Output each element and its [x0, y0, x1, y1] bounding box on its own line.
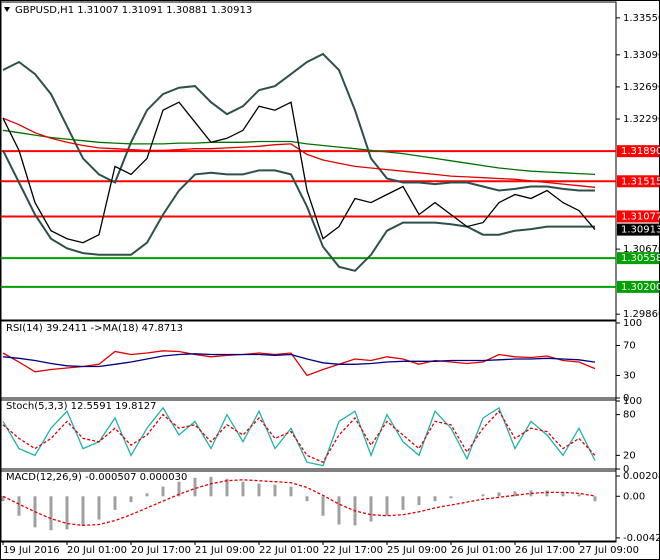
level-label: 1.31077	[621, 211, 660, 222]
y-tick-label: 0	[623, 393, 629, 404]
level-label-box	[617, 280, 659, 293]
y-tick-label: 1.30670	[623, 244, 660, 255]
panel-frame	[0, 1, 617, 322]
x-tick-label: 22 Jul 01:00	[259, 545, 319, 556]
y-tick-label: 0.002089	[623, 471, 660, 482]
panel-title: RSI(14) 39.2411 ->MA(18) 47.8713	[6, 323, 183, 334]
y-tick-label: 1.33090	[623, 50, 660, 61]
series-line	[2, 353, 596, 368]
y-tick-label: 100	[623, 396, 642, 407]
x-tick-label: 21 Jul 09:00	[195, 545, 255, 556]
y-tick-label: 1.33550	[623, 13, 660, 24]
level-label-box	[617, 145, 659, 158]
y-tick-label: 1.32290	[623, 114, 660, 125]
level-label: 1.31515	[621, 176, 660, 187]
panel-frame	[0, 397, 617, 472]
y-tick-label: 1.32690	[623, 82, 660, 93]
series-line	[2, 406, 596, 467]
panel-title: GBPUSD,H1 1.31007 1.31091 1.30881 1.3091…	[15, 5, 252, 16]
y-tick-label: 100	[623, 318, 642, 329]
y-tick-label: 20	[623, 450, 636, 461]
level-label-box	[617, 252, 659, 265]
x-tick-label: 26 Jul 01:00	[451, 545, 511, 556]
level-label-box	[617, 175, 659, 188]
x-tick-label: 27 Jul 09:00	[579, 545, 639, 556]
level-label-box	[617, 210, 659, 223]
level-label: 1.30200	[621, 282, 660, 293]
last-price-label: 1.30913	[621, 225, 660, 236]
menu-triangle	[4, 7, 10, 12]
panel-title: Stoch(5,3,3) 12.5591 19.8127	[6, 401, 157, 412]
level-label: 1.30558	[621, 253, 660, 264]
level-label: 1.31890	[621, 146, 660, 157]
y-tick-label: 30	[623, 371, 636, 382]
x-tick-label: 26 Jul 17:00	[515, 545, 575, 556]
y-tick-label: 0.00	[623, 491, 645, 502]
series-line	[2, 129, 596, 176]
y-tick-label: 70	[623, 341, 636, 352]
x-tick-label: 20 Jul 17:00	[131, 545, 191, 556]
series-line	[2, 52, 595, 192]
x-tick-label: 19 Jul 2016	[3, 545, 60, 556]
x-tick-label: 22 Jul 17:00	[323, 545, 383, 556]
y-tick-label: 1.29860	[623, 309, 660, 320]
last-price-box	[617, 223, 659, 236]
y-tick-label: -0.00428	[623, 533, 660, 544]
x-tick-label: 25 Jul 09:00	[387, 545, 447, 556]
panel-frame	[0, 319, 617, 401]
y-tick-label: 80	[623, 410, 636, 421]
y-tick-label: 0	[623, 464, 629, 475]
x-tick-label: 20 Jul 01:00	[67, 545, 127, 556]
panel-title: MACD(12,26,9) -0.000507 0.000030	[6, 472, 187, 483]
series-line	[2, 149, 595, 272]
series-line	[2, 479, 596, 527]
series-line	[2, 350, 596, 377]
panel-frame	[0, 468, 617, 543]
series-line	[2, 101, 596, 244]
series-line	[2, 410, 596, 464]
